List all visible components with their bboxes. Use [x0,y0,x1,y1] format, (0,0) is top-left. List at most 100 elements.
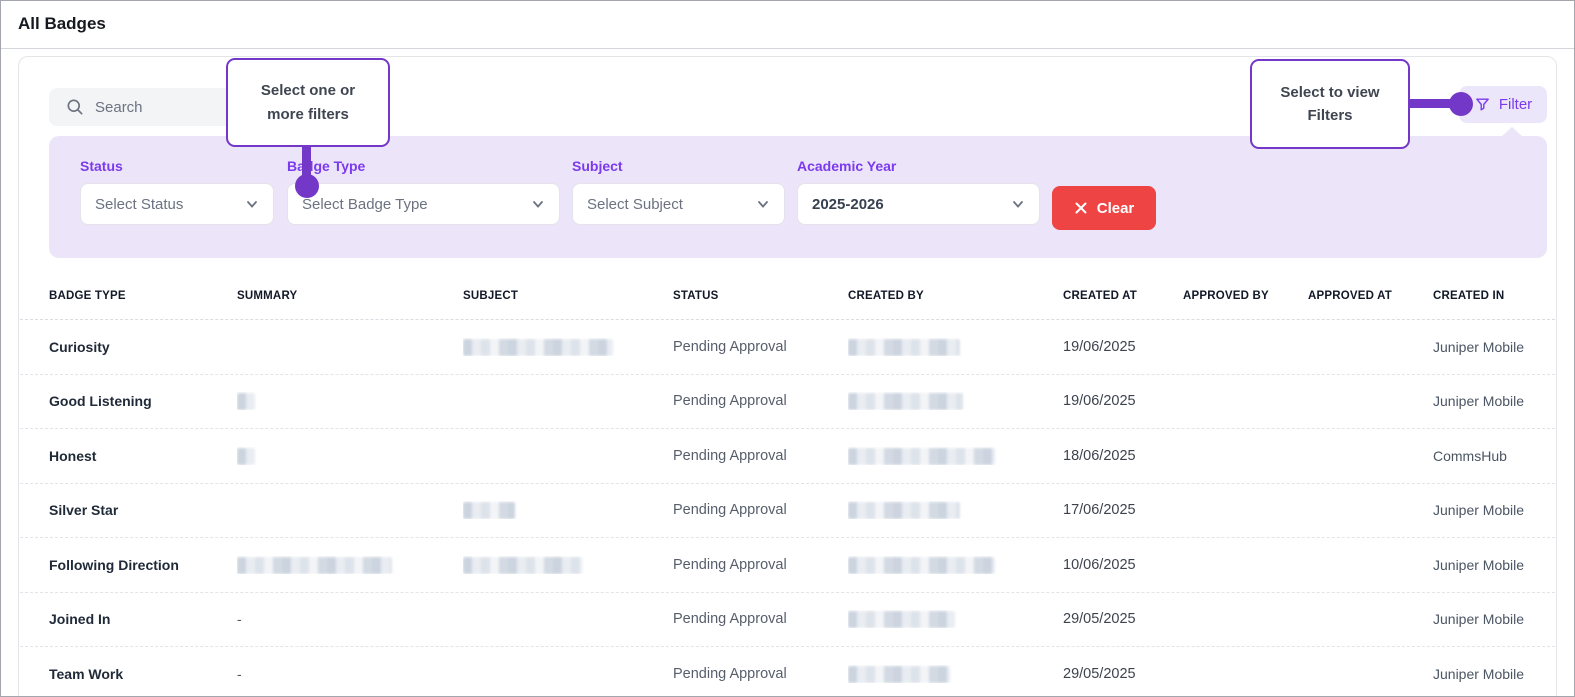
status-cell: Pending Approval [673,393,787,410]
status-select[interactable]: Select Status [80,183,274,225]
created-by-cell [848,556,1063,574]
table-row: Team Work - Pending Approval 29/05/2025 … [20,647,1555,696]
academic-year-label: Academic Year [797,158,897,174]
callout-connector-line [302,145,311,177]
col-created-by: CREATED BY [848,289,924,302]
created-by-cell [848,392,1063,411]
col-approved-at: APPROVED AT [1308,289,1392,302]
badge-type-select[interactable]: Select Badge Type [287,183,560,225]
redacted-created-by [848,447,995,465]
subject-cell [463,501,673,520]
status-cell: Pending Approval [673,665,787,682]
col-badge-type: BADGE TYPE [49,289,126,302]
created-by-cell [848,501,1063,520]
status-cell: Pending Approval [673,502,787,519]
badge-type-label: Badge Type [287,158,366,174]
table-row: Honest Pending Approval 18/06/2025 Comms… [20,429,1555,484]
clear-button-label: Clear [1096,199,1135,217]
redacted-created-by [848,338,960,356]
col-subject: SUBJECT [463,289,519,302]
chevron-down-icon [531,197,545,211]
academic-year-select[interactable]: 2025-2026 [797,183,1040,225]
clear-filters-button[interactable]: Clear [1052,186,1156,230]
subject-select[interactable]: Select Subject [572,183,785,225]
subject-cell [463,556,673,574]
badge-type-select-value: Select Badge Type [302,195,428,213]
table-header-row: BADGE TYPE SUMMARY SUBJECT STATUS CREATE… [20,272,1555,320]
callout-view-filters-text: Select to view Filters [1280,83,1380,124]
filter-funnel-icon [1474,96,1491,113]
subject-cell [463,338,673,356]
created-in-cell: Juniper Mobile [1433,393,1525,410]
created-by-cell [848,665,1063,683]
badges-table: BADGE TYPE SUMMARY SUBJECT STATUS CREATE… [20,272,1555,696]
table-row: Following Direction Pending Approval 10/… [20,538,1555,593]
summary-cell: - [237,666,463,682]
badge-type-cell: Following Direction [49,556,179,573]
badge-type-cell: Team Work [49,665,124,682]
callout-view-filters: Select to view Filters [1250,59,1410,149]
created-by-cell [848,610,1063,629]
redacted-subject [463,502,515,520]
created-in-cell: Juniper Mobile [1433,556,1525,573]
table-row: Joined In - Pending Approval 29/05/2025 … [20,593,1555,647]
status-cell: Pending Approval [673,447,787,464]
redacted-created-by [848,665,950,683]
search-icon [65,97,85,117]
summary-text: - [237,665,242,682]
table-row: Good Listening Pending Approval 19/06/20… [20,375,1555,429]
badge-type-cell: Good Listening [49,393,152,410]
created-at-cell: 18/06/2025 [1063,447,1136,464]
status-cell: Pending Approval [673,338,787,355]
table-row: Curiosity Pending Approval 19/06/2025 Ju… [20,320,1555,375]
page-title: All Badges [18,14,106,33]
created-by-cell [848,338,1063,356]
clear-x-icon [1074,201,1088,215]
summary-cell [237,392,463,411]
summary-cell [237,556,463,574]
col-summary: SUMMARY [237,289,298,302]
created-in-cell: Juniper Mobile [1433,502,1525,519]
col-approved-by: APPROVED BY [1183,289,1269,302]
created-in-cell: CommsHub [1433,447,1507,464]
status-cell: Pending Approval [673,556,787,573]
created-at-cell: 29/05/2025 [1063,611,1136,628]
search-placeholder: Search [95,98,143,116]
chevron-down-icon [1011,197,1025,211]
redacted-subject [463,556,583,574]
created-at-cell: 19/06/2025 [1063,393,1136,410]
badge-type-cell: Honest [49,447,97,464]
badge-type-cell: Joined In [49,611,111,628]
status-cell: Pending Approval [673,611,787,628]
redacted-summary [237,393,255,411]
panel-notch [1501,127,1523,137]
chevron-down-icon [756,197,770,211]
summary-cell: - [237,611,463,627]
filter-button[interactable]: Filter [1459,86,1547,123]
col-created-at: CREATED AT [1063,289,1137,302]
col-created-in: CREATED IN [1433,289,1505,302]
badge-type-cell: Curiosity [49,338,110,355]
created-in-cell: Juniper Mobile [1433,665,1525,682]
summary-text: - [237,611,242,628]
created-at-cell: 17/06/2025 [1063,502,1136,519]
filter-field-subject: Subject Select Subject [572,158,785,225]
academic-year-select-value: 2025-2026 [812,195,884,213]
filter-panel: Status Select Status Badge Type Select B… [49,127,1547,258]
filter-field-academic-year: Academic Year 2025-2026 [797,158,1040,225]
redacted-summary [237,556,392,574]
summary-cell [237,447,463,465]
created-at-cell: 10/06/2025 [1063,556,1136,573]
callout-select-filters: Select one or more filters [226,58,390,147]
header-divider [1,48,1574,49]
redacted-created-by [848,393,963,411]
chevron-down-icon [245,197,259,211]
status-label: Status [80,158,123,174]
created-at-cell: 19/06/2025 [1063,338,1136,355]
filter-button-label: Filter [1498,96,1533,113]
col-status: STATUS [673,289,719,302]
redacted-summary [237,447,255,465]
redacted-created-by [848,502,960,520]
created-in-cell: Juniper Mobile [1433,338,1525,355]
created-at-cell: 29/05/2025 [1063,665,1136,682]
